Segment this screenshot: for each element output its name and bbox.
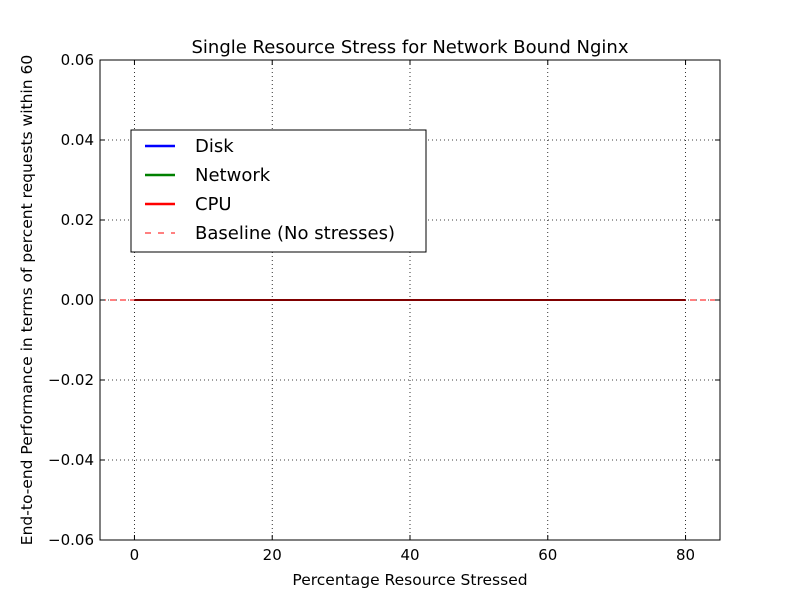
- legend-label-baseline: Baseline (No stresses): [195, 223, 395, 244]
- chart-title: Single Resource Stress for Network Bound…: [192, 37, 629, 58]
- x-axis-label: Percentage Resource Stressed: [292, 571, 527, 589]
- y-tick-label: 0.00: [61, 291, 94, 309]
- legend-label-disk: Disk: [195, 136, 234, 157]
- legend-label-cpu: CPU: [195, 194, 232, 215]
- axes: 0 20 40 60 80 −0.06 −0.04 −0.02 0.00 0.02 0.04 0.06: [48, 51, 721, 564]
- legend-label-network: Network: [195, 165, 271, 186]
- legend-box: [130, 129, 427, 253]
- x-tick-label: 60: [538, 546, 557, 564]
- x-tick-label: 0: [130, 546, 140, 564]
- y-tick-label: 0.06: [61, 51, 94, 69]
- x-tick-label: 40: [400, 546, 419, 564]
- y-tick-label: 0.02: [61, 211, 94, 229]
- y-tick-label: 0.04: [61, 131, 94, 149]
- x-tick-label: 20: [263, 546, 282, 564]
- y-axis-label: End-to-end Performance in terms of perce…: [18, 55, 36, 545]
- y-tick-label: −0.06: [48, 531, 94, 549]
- x-tick-label: 80: [676, 546, 695, 564]
- y-tick-label: −0.02: [48, 371, 94, 389]
- y-tick-label: −0.04: [48, 451, 94, 469]
- legend: Disk Network CPU Baseline (No stresses): [130, 129, 427, 253]
